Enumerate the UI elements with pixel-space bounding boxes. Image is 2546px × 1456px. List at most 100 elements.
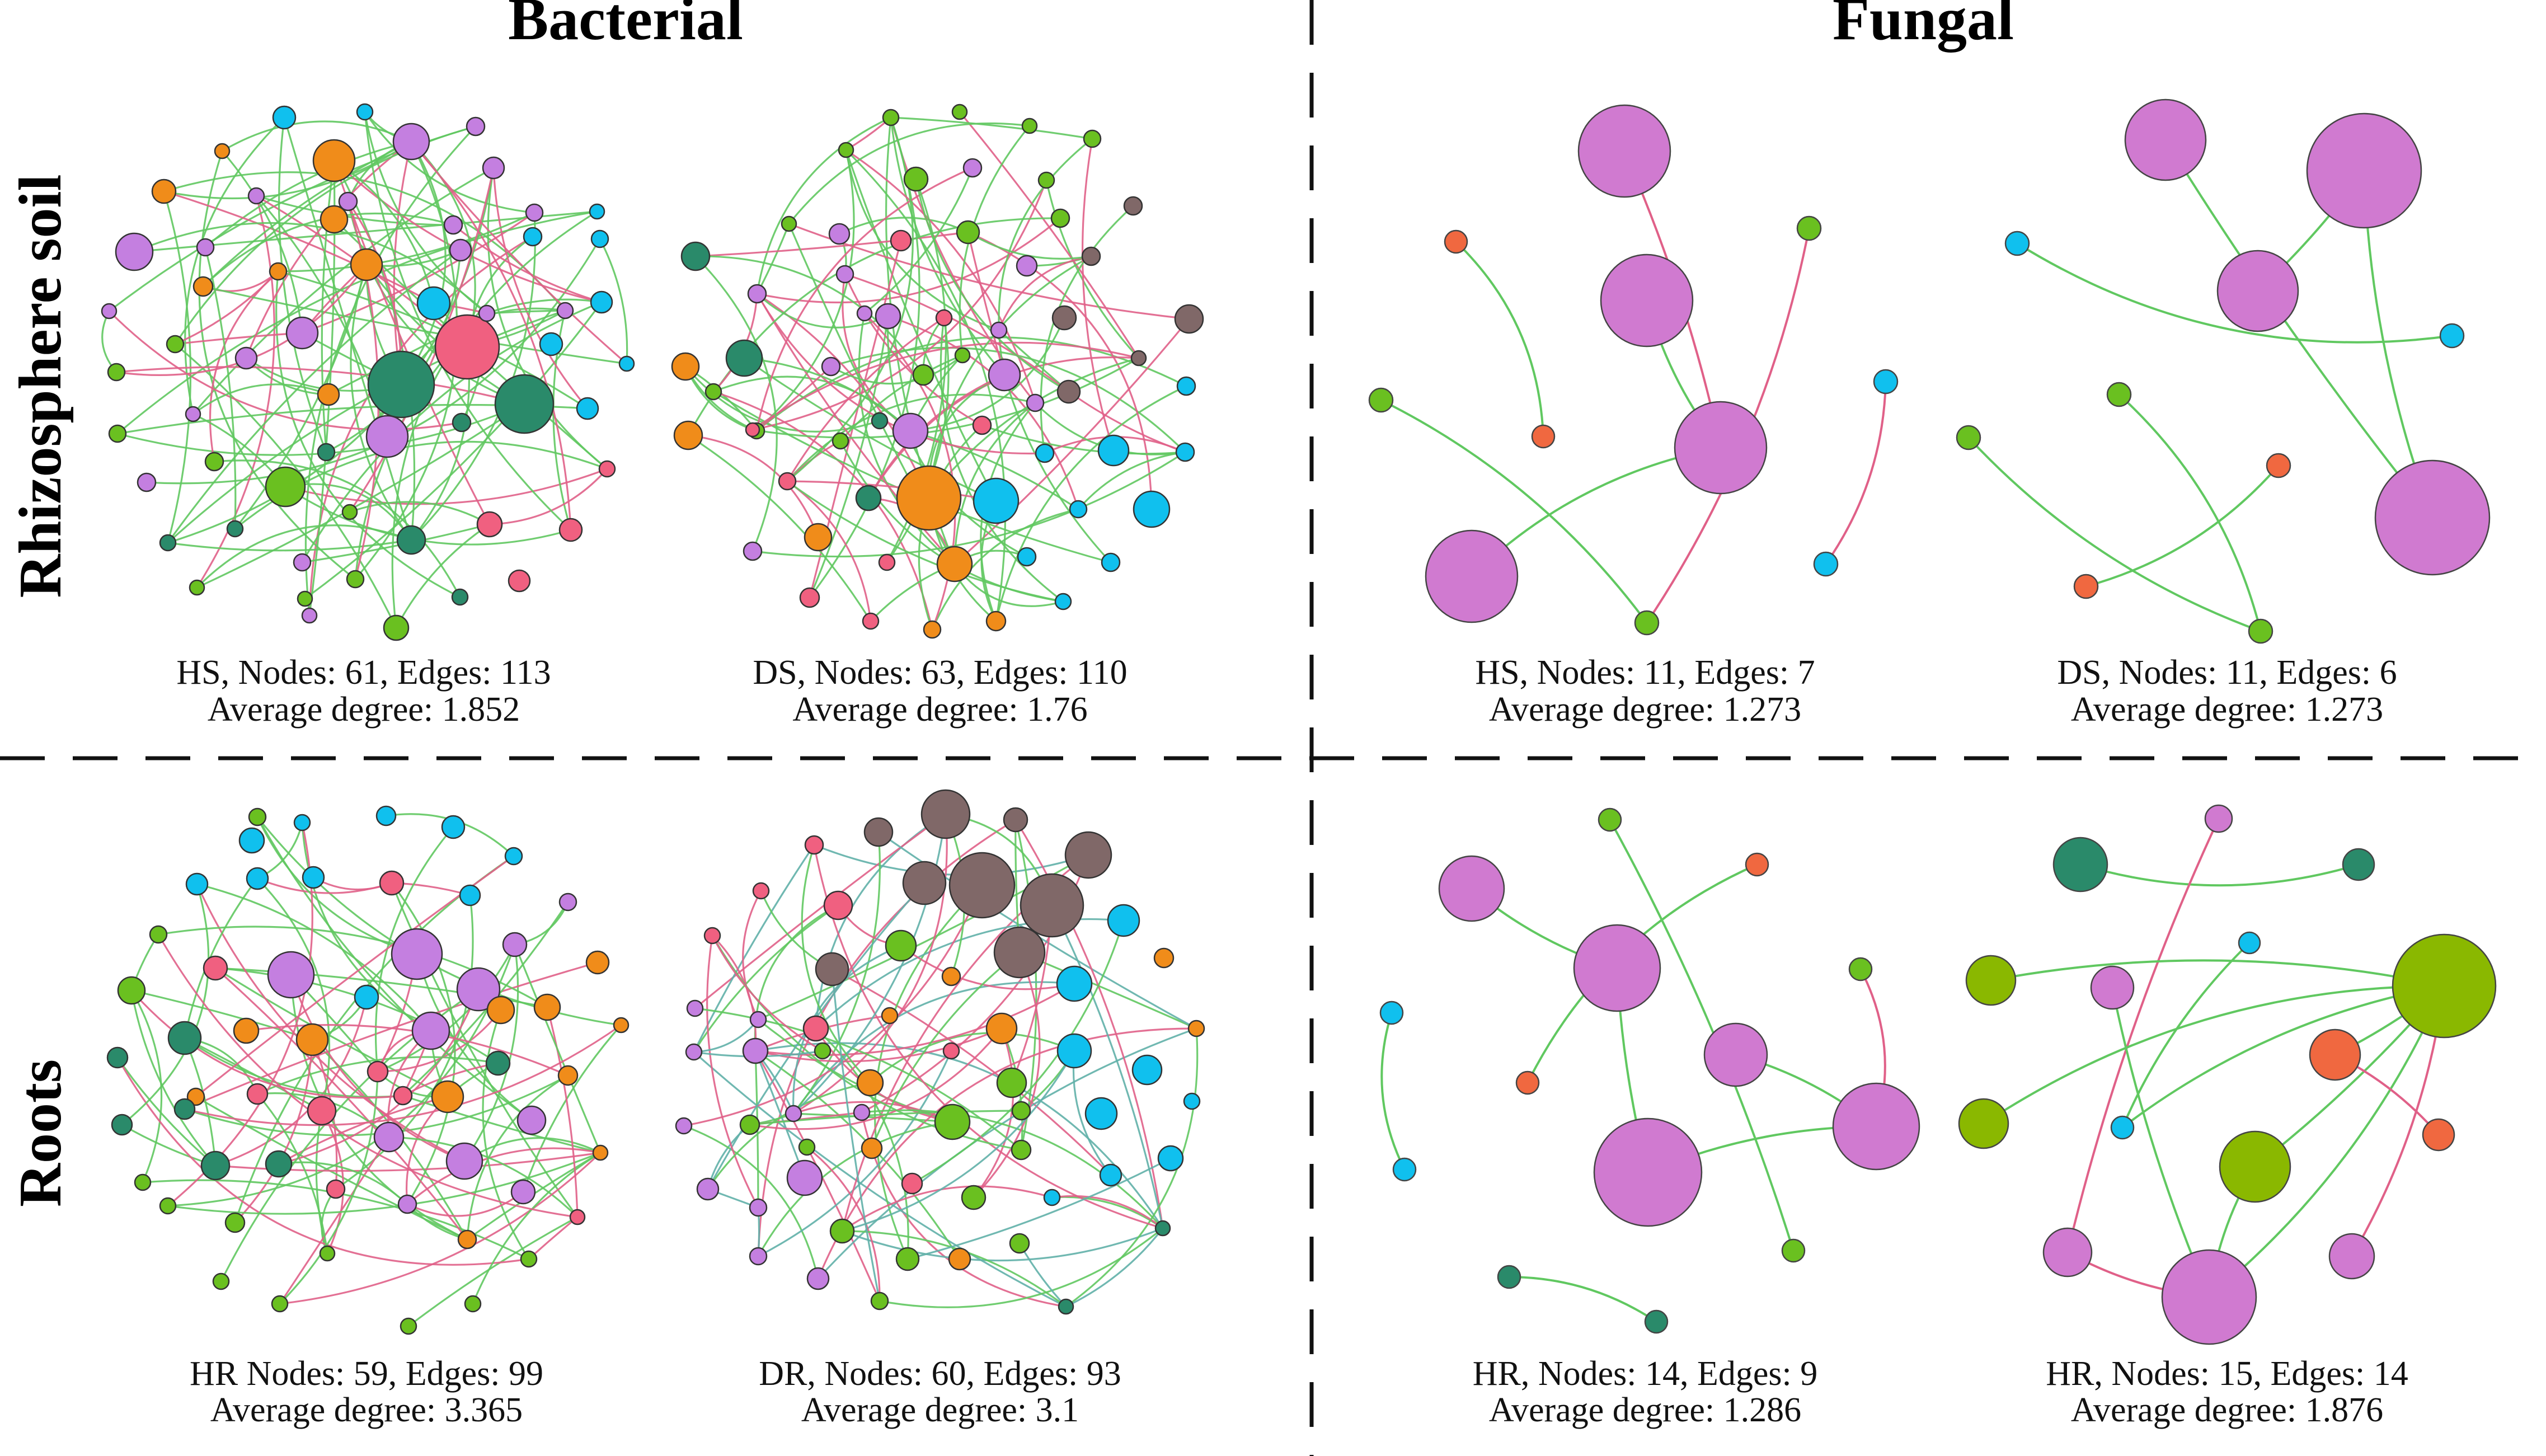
network-edge xyxy=(472,1152,601,1304)
network-node xyxy=(106,1046,129,1069)
network-edge xyxy=(755,167,973,431)
network-edge xyxy=(787,480,872,622)
network-node xyxy=(1444,229,1468,254)
network-node xyxy=(1674,401,1768,495)
network-edge xyxy=(196,883,432,1032)
network-node xyxy=(445,1142,483,1180)
network-edge xyxy=(377,944,516,1073)
network-edge xyxy=(1967,436,2261,632)
network-node xyxy=(856,305,873,322)
network-edge xyxy=(121,884,210,1126)
network-node xyxy=(934,1103,971,1140)
network-node xyxy=(806,1267,830,1290)
nodes xyxy=(671,104,1204,639)
network-node xyxy=(1848,957,1873,981)
caption-ds-bacterial-line2: Average degree: 1.76 xyxy=(792,691,1087,729)
network-edge xyxy=(752,180,1047,431)
network-node xyxy=(166,335,185,354)
network-node xyxy=(2238,931,2261,955)
caption-dr-bacterial-line2: Average degree: 3.1 xyxy=(801,1391,1079,1429)
nodes xyxy=(1368,104,1899,636)
network-node xyxy=(2309,1028,2361,1081)
network-node xyxy=(2124,98,2207,181)
network-edge xyxy=(832,968,1112,1176)
network-edge xyxy=(1051,905,1164,1229)
network-edge xyxy=(1825,381,1887,565)
network-node xyxy=(1064,831,1112,879)
network-node xyxy=(592,1144,609,1161)
network-node xyxy=(823,890,853,920)
caption-hr-fungal-2-line2: Average degree: 1.876 xyxy=(2071,1391,2383,1429)
network-node xyxy=(459,884,481,907)
network-edge xyxy=(364,111,572,531)
network-edge xyxy=(2085,464,2280,588)
network-node xyxy=(2204,804,2233,833)
network-node xyxy=(799,587,820,608)
network-node xyxy=(853,1103,871,1121)
network-node xyxy=(189,579,205,596)
network-edge xyxy=(175,270,279,345)
network-edge xyxy=(1609,819,1795,1251)
network-edge xyxy=(167,1152,601,1215)
network-node xyxy=(895,1247,920,1271)
network-node xyxy=(2439,323,2465,349)
network-node xyxy=(137,472,157,492)
network-edge xyxy=(998,255,1092,331)
network-node xyxy=(972,415,992,435)
network-edge xyxy=(694,1007,1022,1151)
network-edge xyxy=(756,116,891,294)
network-edge xyxy=(522,1024,622,1192)
network-node xyxy=(443,215,463,235)
network-edge xyxy=(814,844,1089,876)
network-edge xyxy=(886,317,950,563)
network-panel-ds-fungal xyxy=(1956,98,2491,644)
network-node xyxy=(1956,425,1981,450)
network-node xyxy=(525,203,544,222)
caption-ds-fungal-line2: Average degree: 1.273 xyxy=(2071,691,2383,729)
network-node xyxy=(1368,387,1394,413)
caption-hs-fungal-line1: HS, Nodes: 11, Edges: 7 xyxy=(1475,654,1815,692)
network-node xyxy=(486,995,515,1025)
network-edge xyxy=(163,190,434,304)
network-node xyxy=(457,1229,477,1250)
network-edge xyxy=(940,317,1064,603)
network-node xyxy=(449,238,472,262)
network-edge xyxy=(959,111,1140,359)
network-node xyxy=(838,142,854,158)
network-node xyxy=(749,1247,768,1266)
network-node xyxy=(539,332,563,356)
network-edge xyxy=(806,1146,881,1302)
network-edge xyxy=(279,1071,379,1305)
network-edge xyxy=(2164,139,2434,519)
network-edge xyxy=(116,264,368,376)
network-edge xyxy=(928,255,1092,499)
network-node xyxy=(307,1096,337,1126)
network-node xyxy=(747,284,767,304)
network-node xyxy=(2106,382,2132,407)
network-edge xyxy=(1081,138,1115,451)
network-edge xyxy=(813,844,1163,1229)
network-edge xyxy=(693,844,815,1053)
network-edge xyxy=(695,255,924,375)
network-node xyxy=(375,805,397,826)
network-edge xyxy=(792,981,1075,1114)
network-node xyxy=(1703,1022,1768,1087)
network-edge xyxy=(157,934,578,1218)
network-node xyxy=(613,1017,630,1034)
network-node xyxy=(576,397,599,420)
network-node xyxy=(285,316,319,350)
network-edge xyxy=(752,451,1186,558)
network-node xyxy=(502,932,528,957)
network-node xyxy=(185,872,209,896)
network-node xyxy=(920,789,971,839)
network-node xyxy=(786,1159,823,1196)
network-edge xyxy=(374,826,454,1072)
network-node xyxy=(890,229,912,252)
network-node xyxy=(558,893,577,912)
network-edge xyxy=(256,877,331,1111)
network-node xyxy=(456,967,501,1012)
network-edge xyxy=(204,247,237,529)
network-node xyxy=(1051,305,1077,331)
row-header-rhizosphere-soil: Rhizosphere soil xyxy=(7,174,74,598)
network-node xyxy=(936,546,973,583)
